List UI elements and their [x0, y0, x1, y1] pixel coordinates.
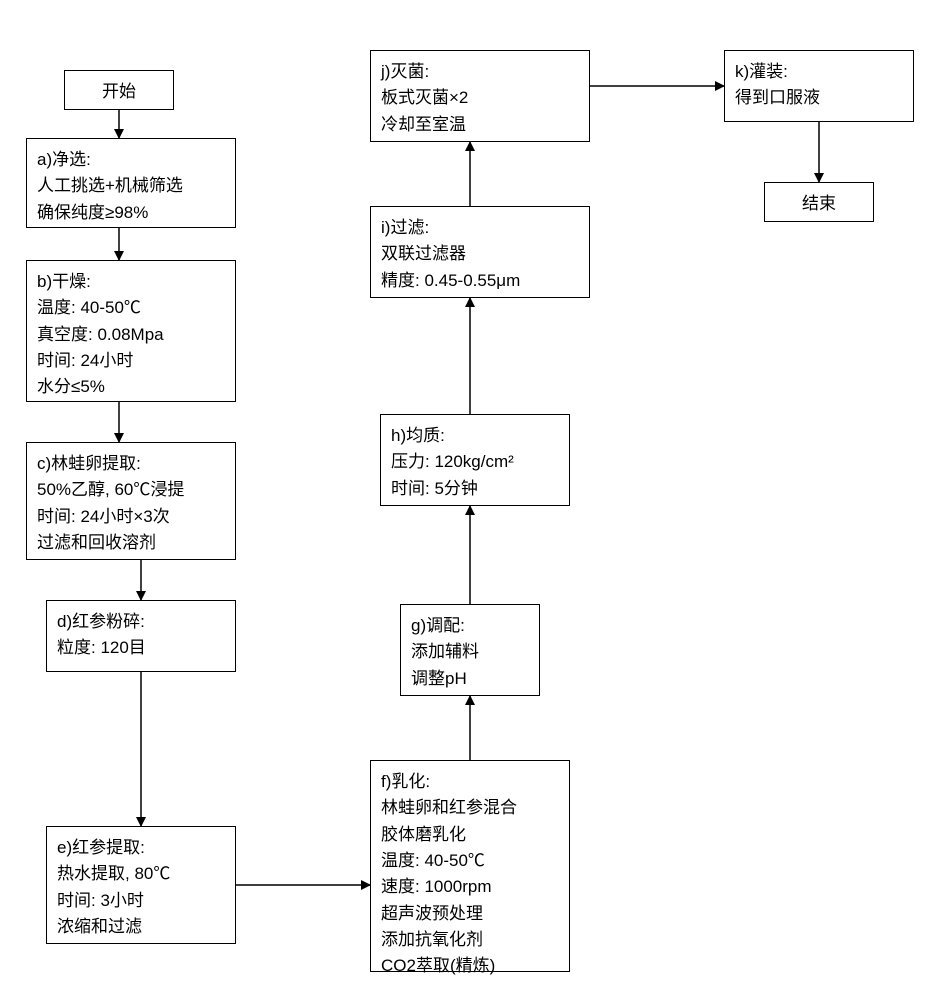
flow-node-f: f)乳化: 林蛙卵和红参混合 胶体磨乳化 温度: 40-50℃ 速度: 1000… — [370, 760, 570, 972]
node-line: 添加抗氧化剂 — [381, 930, 483, 949]
node-line: h)均质: — [391, 426, 445, 445]
node-line: 时间: 24小时 — [37, 351, 133, 370]
node-line: 双联过滤器 — [381, 244, 466, 263]
node-line: 林蛙卵和红参混合 — [381, 798, 517, 817]
node-line: k)灌装: — [735, 62, 788, 81]
flow-node-g: g)调配: 添加辅料 调整pH — [400, 604, 540, 696]
node-line: 热水提取, 80℃ — [57, 864, 170, 883]
node-line: i)过滤: — [381, 218, 429, 237]
flow-node-e: e)红参提取: 热水提取, 80℃ 时间: 3小时 浓缩和过滤 — [46, 826, 236, 944]
flow-node-j: j)灭菌: 板式灭菌×2 冷却至室温 — [370, 50, 590, 142]
node-line: c)林蛙卵提取: — [37, 454, 141, 473]
node-line: 温度: 40-50℃ — [381, 851, 485, 870]
node-line: 精度: 0.45-0.55μm — [381, 271, 520, 290]
node-text: 开始 — [102, 82, 136, 101]
node-line: 确保纯度≥98% — [37, 203, 148, 222]
node-line: b)干燥: — [37, 272, 91, 291]
node-text: 结束 — [802, 194, 836, 213]
flow-node-c: c)林蛙卵提取: 50%乙醇, 60℃浸提 时间: 24小时×3次 过滤和回收溶… — [26, 442, 236, 560]
node-line: 时间: 24小时×3次 — [37, 507, 170, 526]
node-line: 调整pH — [411, 669, 467, 688]
flow-node-i: i)过滤: 双联过滤器 精度: 0.45-0.55μm — [370, 206, 590, 298]
flow-node-h: h)均质: 压力: 120kg/cm² 时间: 5分钟 — [380, 414, 570, 506]
node-line: 人工挑选+机械筛选 — [37, 176, 183, 195]
flow-node-b: b)干燥: 温度: 40-50℃ 真空度: 0.08Mpa 时间: 24小时 水… — [26, 260, 236, 402]
node-line: 冷却至室温 — [381, 115, 466, 134]
node-line: 过滤和回收溶剂 — [37, 533, 156, 552]
node-line: 添加辅料 — [411, 642, 479, 661]
node-line: 时间: 3小时 — [57, 891, 144, 910]
node-line: 速度: 1000rpm — [381, 877, 492, 896]
node-line: CO2萃取(精炼) — [381, 956, 495, 975]
flow-node-a: a)净选: 人工挑选+机械筛选 确保纯度≥98% — [26, 138, 236, 228]
node-line: 得到口服液 — [735, 88, 820, 107]
node-line: f)乳化: — [381, 772, 430, 791]
flow-node-k: k)灌装: 得到口服液 — [724, 50, 914, 122]
node-line: d)红参粉碎: — [57, 612, 145, 631]
node-line: 50%乙醇, 60℃浸提 — [37, 480, 184, 499]
node-line: 胶体磨乳化 — [381, 825, 466, 844]
node-line: 板式灭菌×2 — [381, 88, 468, 107]
node-line: g)调配: — [411, 616, 465, 635]
node-line: e)红参提取: — [57, 838, 145, 857]
flow-node-d: d)红参粉碎: 粒度: 120目 — [46, 600, 236, 672]
node-line: j)灭菌: — [381, 62, 429, 81]
node-line: 超声波预处理 — [381, 904, 483, 923]
node-line: 时间: 5分钟 — [391, 479, 478, 498]
flow-node-start: 开始 — [64, 70, 174, 110]
node-line: 粒度: 120目 — [57, 638, 146, 657]
node-line: 真空度: 0.08Mpa — [37, 325, 164, 344]
node-line: 温度: 40-50℃ — [37, 298, 141, 317]
node-line: a)净选: — [37, 150, 91, 169]
node-line: 压力: 120kg/cm² — [391, 452, 514, 471]
node-line: 水分≤5% — [37, 377, 105, 396]
flow-node-end: 结束 — [764, 182, 874, 222]
node-line: 浓缩和过滤 — [57, 917, 142, 936]
